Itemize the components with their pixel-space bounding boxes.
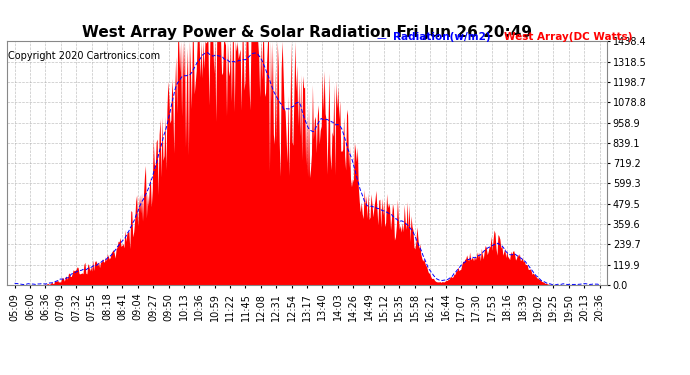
Text: Radiation(w/m2): Radiation(w/m2) bbox=[393, 32, 491, 42]
Text: West Array(DC Watts): West Array(DC Watts) bbox=[504, 32, 632, 42]
Text: —: — bbox=[376, 33, 386, 43]
Title: West Array Power & Solar Radiation Fri Jun 26 20:49: West Array Power & Solar Radiation Fri J… bbox=[82, 25, 532, 40]
Text: Copyright 2020 Cartronics.com: Copyright 2020 Cartronics.com bbox=[8, 51, 160, 61]
